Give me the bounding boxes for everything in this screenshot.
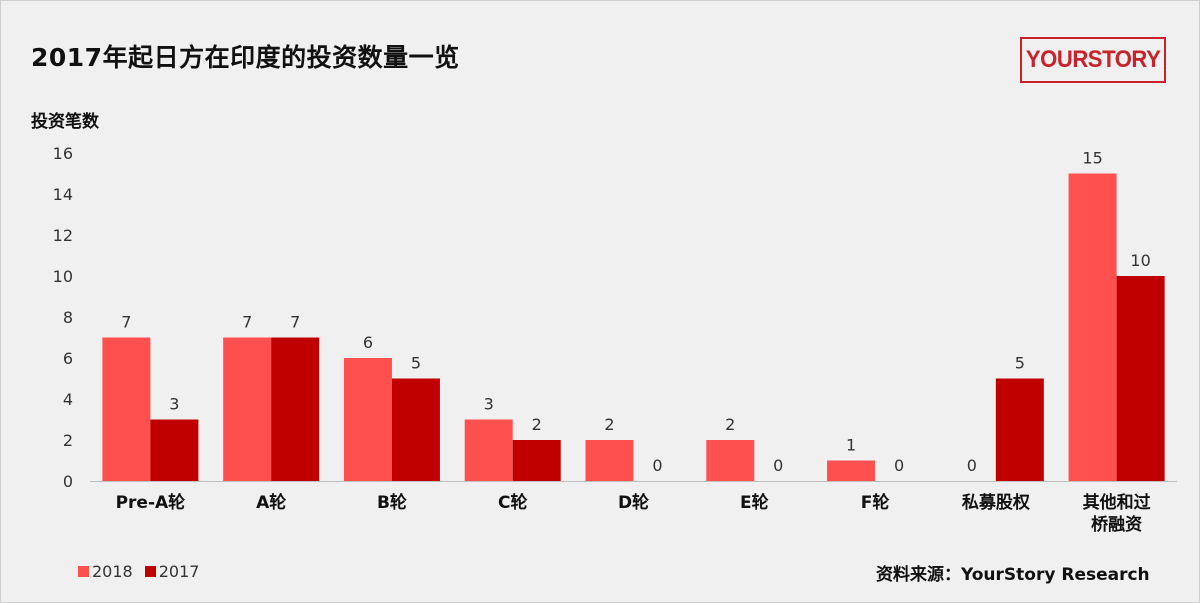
data-label: 2 xyxy=(604,415,614,434)
bar-2018-2 xyxy=(343,358,392,481)
bar-2017-3 xyxy=(512,440,561,481)
legend-label-2018: 2018 xyxy=(92,562,133,581)
data-label: 0 xyxy=(652,456,662,475)
legend-swatch-2017 xyxy=(144,566,156,577)
y-tick-label: 6 xyxy=(63,349,73,368)
legend-item-2017: 2017 xyxy=(144,562,200,581)
legend-swatch-2018 xyxy=(78,566,89,577)
y-tick-label: 2 xyxy=(63,431,73,450)
bar-2017-1 xyxy=(271,337,320,481)
y-axis-label: 投资笔数 xyxy=(31,112,99,132)
bar-2018-6 xyxy=(827,460,876,481)
source-note: 资料来源：YourStory Research xyxy=(876,565,1150,585)
x-category-label: 其他和过 xyxy=(1083,492,1151,513)
data-label: 7 xyxy=(121,313,131,332)
data-label: 5 xyxy=(411,354,421,373)
data-label: 3 xyxy=(169,395,179,414)
x-category-label: C轮 xyxy=(498,492,527,513)
x-category-label: A轮 xyxy=(256,492,286,513)
x-category-label: B轮 xyxy=(377,492,407,513)
data-label: 15 xyxy=(1082,149,1102,168)
bar-2018-3 xyxy=(464,419,513,481)
y-tick-label: 16 xyxy=(53,144,73,163)
legend: 2018 2017 xyxy=(78,562,211,581)
data-label: 0 xyxy=(967,456,977,475)
data-label: 0 xyxy=(773,456,783,475)
data-label: 7 xyxy=(242,313,252,332)
bars xyxy=(102,173,1165,481)
data-label: 5 xyxy=(1015,354,1025,373)
data-label: 2 xyxy=(532,415,542,434)
bar-2017-2 xyxy=(391,378,440,481)
bar-2018-1 xyxy=(223,337,272,481)
logo-text: YOURSTORY xyxy=(1025,46,1161,73)
bar-2017-0 xyxy=(150,419,199,481)
data-label: 6 xyxy=(363,333,373,352)
legend-label-2017: 2017 xyxy=(158,562,200,581)
x-category-label: F轮 xyxy=(861,492,890,513)
bar-2018-5 xyxy=(706,440,755,481)
bar-2017-8 xyxy=(1116,276,1165,481)
data-label: 1 xyxy=(846,436,856,455)
x-category-label: D轮 xyxy=(618,492,649,513)
data-label: 7 xyxy=(290,313,300,332)
y-tick-label: 12 xyxy=(53,226,73,245)
data-label: 3 xyxy=(484,395,494,414)
bar-2018-0 xyxy=(102,337,151,481)
data-label: 2 xyxy=(725,415,735,434)
yourstory-logo: YOURSTORY xyxy=(1020,37,1166,83)
bar-2018-4 xyxy=(585,440,634,481)
data-label: 10 xyxy=(1130,251,1150,270)
y-axis-ticks: 0 2 4 6 8 10 12 14 16 xyxy=(53,144,73,491)
x-category-label: Pre-A轮 xyxy=(116,492,186,513)
chart-title: 2017年起日方在印度的投资数量一览 xyxy=(31,43,460,72)
bar-2017-7 xyxy=(995,378,1044,481)
y-tick-label: 8 xyxy=(63,308,73,327)
data-label: 0 xyxy=(894,456,904,475)
y-tick-label: 14 xyxy=(53,185,73,204)
y-tick-label: 10 xyxy=(53,267,73,286)
x-category-label: 桥融资 xyxy=(1091,514,1142,535)
legend-item-2018: 2018 xyxy=(78,562,133,581)
y-tick-label: 0 xyxy=(63,472,73,491)
y-tick-label: 4 xyxy=(63,390,73,409)
bar-2018-8 xyxy=(1068,173,1117,481)
x-category-label: E轮 xyxy=(740,492,769,513)
x-category-label: 私募股权 xyxy=(962,492,1031,513)
